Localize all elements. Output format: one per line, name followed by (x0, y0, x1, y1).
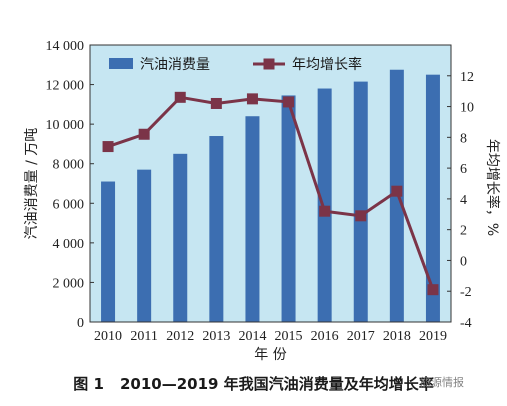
x-tick-label: 2018 (383, 329, 411, 344)
bar (353, 81, 368, 322)
line-marker (427, 284, 439, 296)
x-tick-label: 2015 (275, 329, 303, 344)
y-tick-label: 8 000 (53, 158, 85, 173)
legend-label-bar: 汽油消费量 (140, 57, 210, 73)
x-tick-label: 2017 (347, 329, 375, 344)
line-marker (174, 91, 186, 103)
plot-frame (89, 44, 452, 323)
legend: 汽油消费量 年均增长率 (109, 56, 362, 73)
bar (173, 153, 188, 322)
bar (281, 95, 296, 322)
caption-number: 图 1 (73, 375, 104, 393)
line-path (107, 95, 435, 291)
line-marker (102, 141, 114, 153)
y2-tick-label: 10 (460, 101, 474, 116)
line-marker (391, 185, 403, 197)
bar (137, 169, 152, 322)
line-marker (283, 96, 295, 108)
y-tick-label: 2 000 (53, 276, 85, 291)
line-marker (355, 210, 367, 222)
bar (425, 74, 440, 322)
y2-tick-label: -4 (460, 316, 472, 331)
y-axis-title: 汽油消费量 / 万吨 (24, 128, 40, 240)
y-tick-label: 12 000 (46, 79, 85, 94)
line-marker (319, 205, 331, 217)
line-marker (210, 97, 222, 109)
y2-tick-label: 2 (460, 224, 467, 239)
y-tick-label: 10 000 (46, 118, 85, 133)
bar (209, 136, 224, 322)
x-tick-label: 2012 (166, 329, 194, 344)
caption-text: 2010—2019 年我国汽油消费量及年均增长率 (119, 375, 434, 393)
y-tick-label: 4 000 (53, 237, 85, 252)
legend-swatch-marker (263, 58, 275, 70)
legend-label-line: 年均增长率 (292, 56, 362, 73)
x-tick-label: 2013 (202, 329, 230, 344)
x-tick-label: 2010 (94, 329, 122, 344)
y2-tick-label: 4 (460, 193, 467, 208)
y-tick-label: 0 (77, 316, 84, 331)
bar (317, 88, 332, 323)
bar (245, 116, 260, 322)
line-series (102, 91, 439, 296)
y2-axis-title: 年均增长率，% (484, 139, 501, 236)
y2-tick-label: 6 (460, 162, 467, 177)
bar (101, 181, 116, 322)
y2-tick-label: 8 (460, 131, 467, 146)
y2-tick-label: 12 (460, 70, 474, 85)
y2-tick-label: 0 (460, 254, 467, 269)
y-tick-label: 14 000 (46, 39, 85, 54)
y-tick-label: 6 000 (53, 197, 85, 212)
x-tick-label: 2014 (238, 329, 266, 344)
figure-caption: 图 1 2010—2019 年我国汽油消费量及年均增长率 (0, 373, 507, 394)
x-tick-label: 2019 (419, 329, 447, 344)
line-marker (246, 93, 258, 105)
axes: 0 2 000 4 000 6 000 8 000 10 000 12 000 14 000 -… (24, 39, 501, 363)
legend-swatch-bar (109, 58, 133, 69)
x-axis-title: 年 份 (254, 347, 286, 363)
line-marker (138, 128, 150, 140)
y2-tick-label: -2 (460, 285, 472, 300)
x-tick-label: 2011 (130, 329, 157, 344)
x-tick-label: 2016 (311, 329, 339, 344)
watermark: 能源情报 (420, 376, 464, 389)
